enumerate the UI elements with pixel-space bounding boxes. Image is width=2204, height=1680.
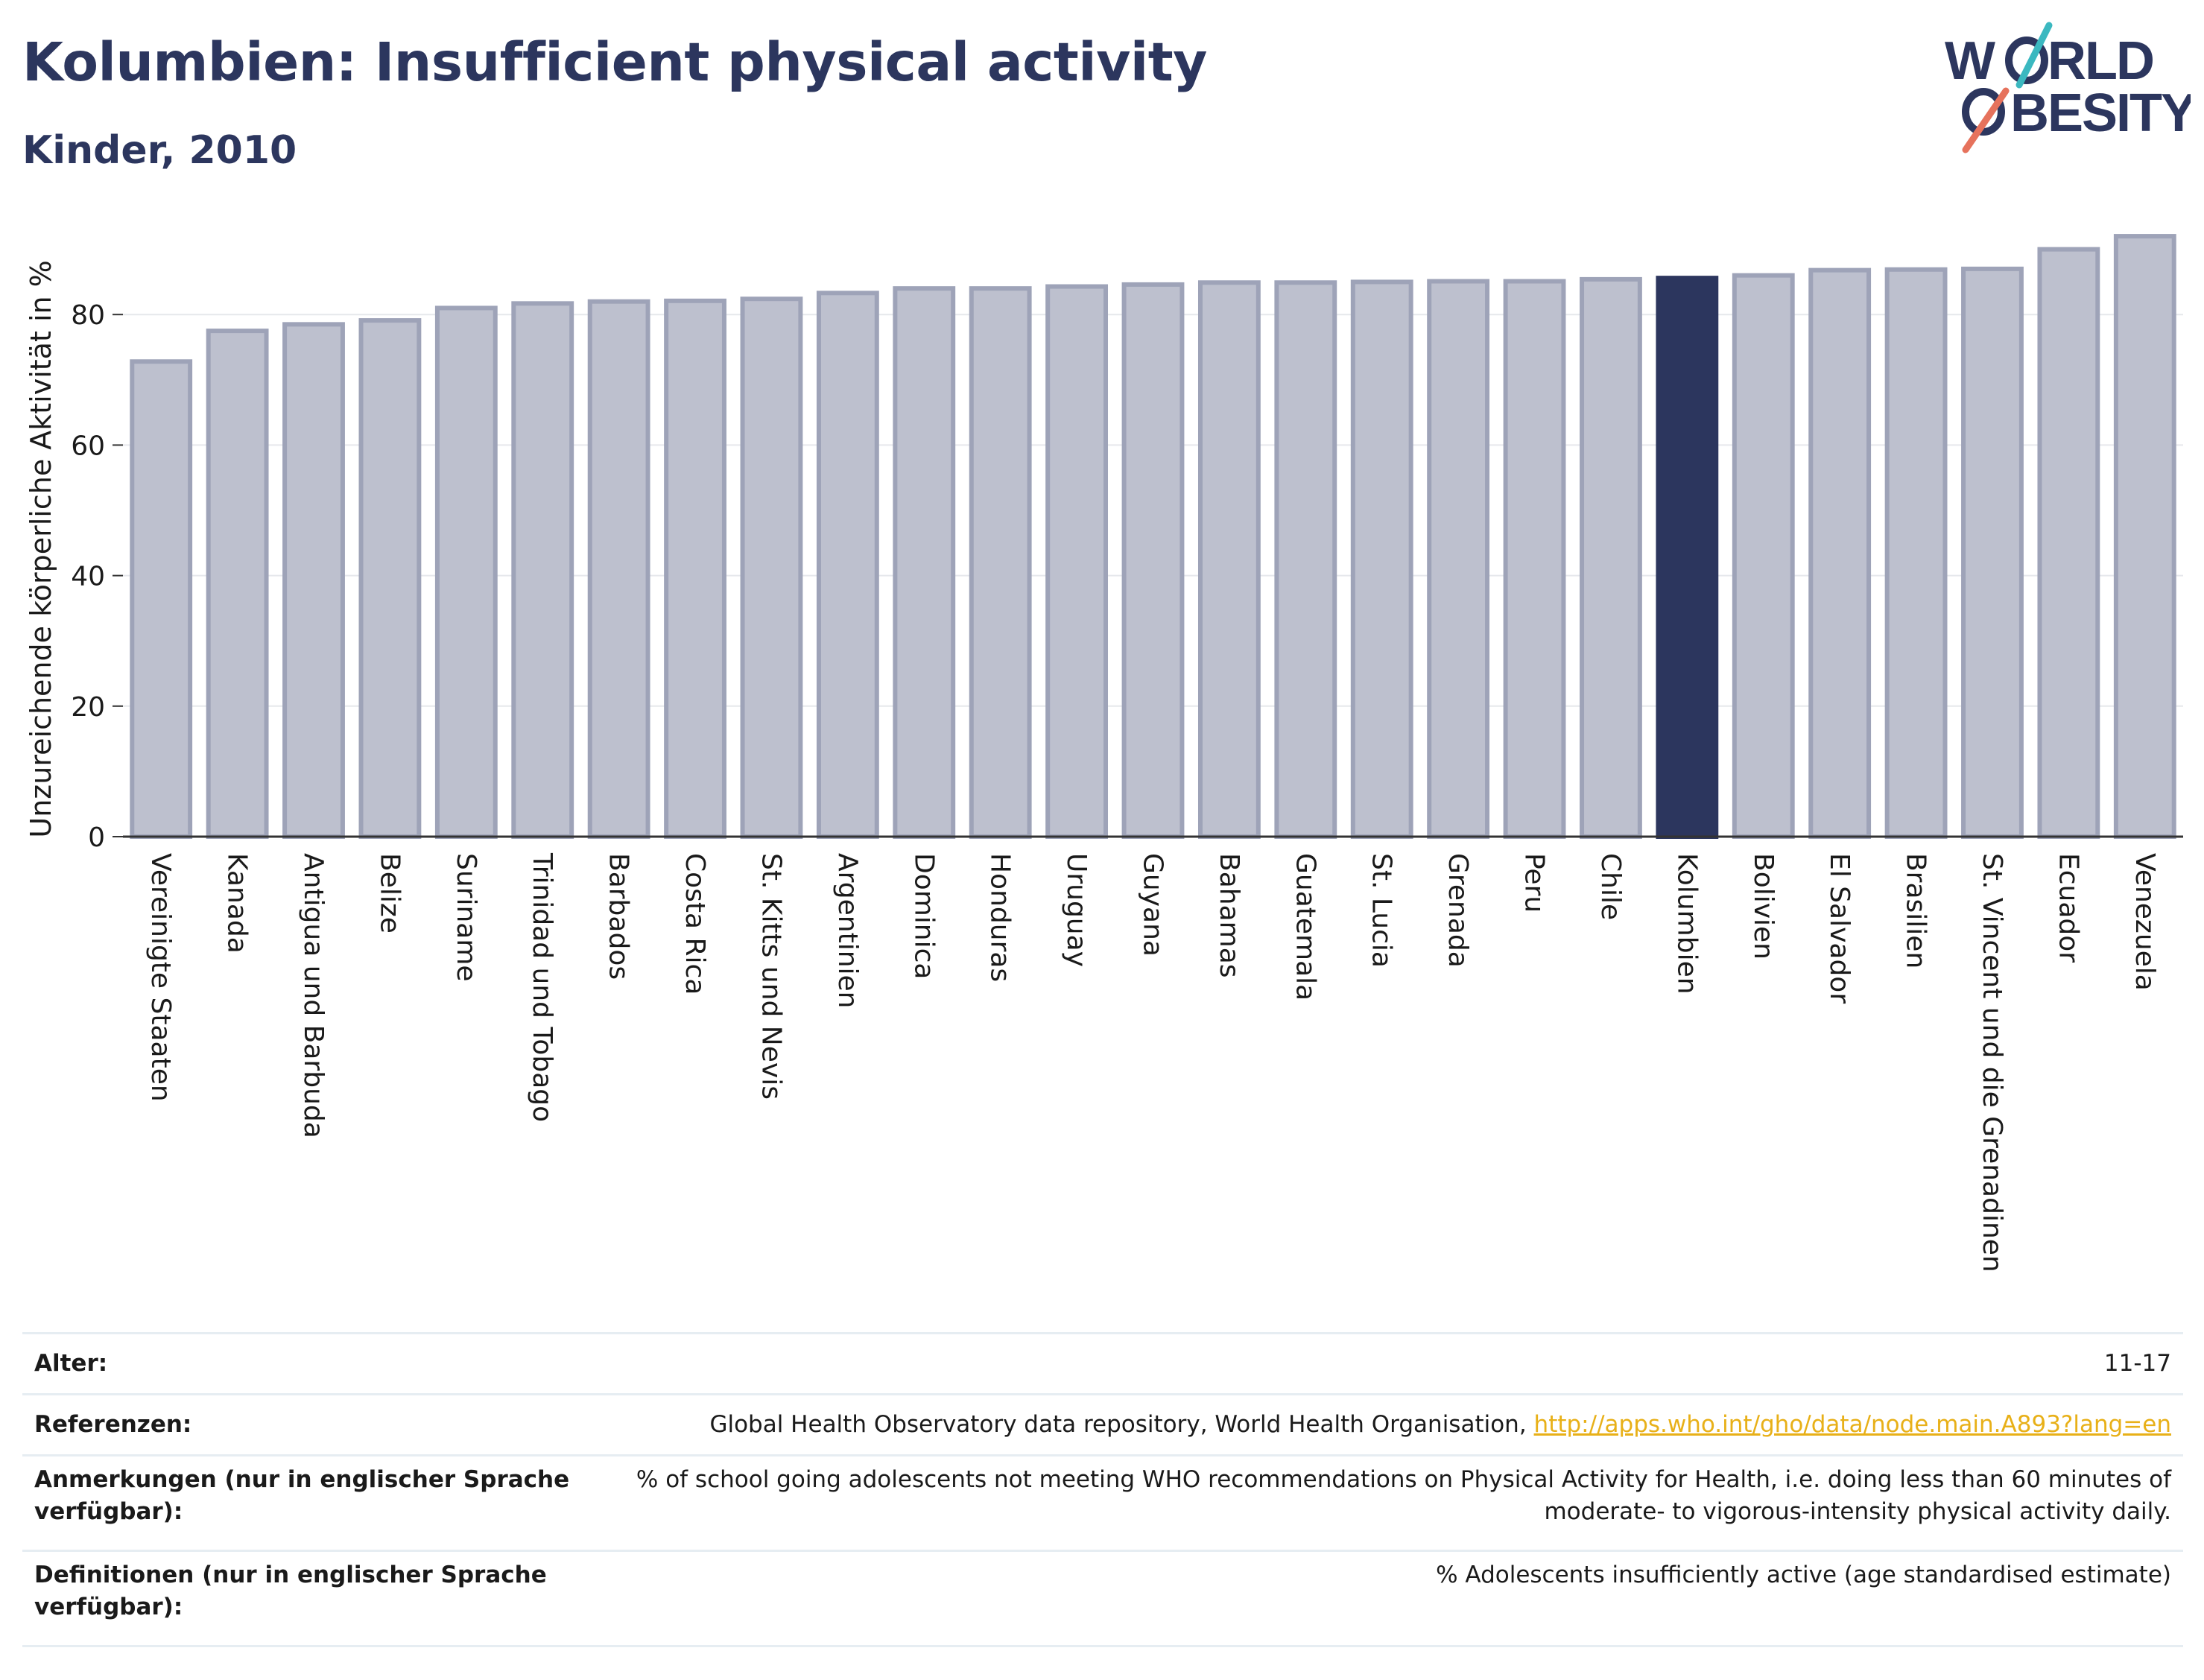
x-tick-label: Guatemala — [1290, 853, 1320, 1001]
x-tick-label: Vereinigte Staaten — [145, 853, 176, 1102]
bar — [1732, 273, 1795, 839]
x-tick-label: Venezuela — [2129, 853, 2160, 991]
logo-slash-teal — [2015, 22, 2053, 89]
x-tick-label: Kolumbien — [1671, 853, 1702, 995]
x-tick-label: Argentinien — [832, 853, 863, 1009]
logo-line-2: BESITY — [2010, 83, 2191, 143]
bar-layer — [130, 234, 2176, 840]
bar — [434, 305, 498, 839]
x-tick-label: Trinidad und Tobago — [527, 852, 557, 1122]
bar — [282, 322, 345, 839]
bar — [2113, 234, 2176, 839]
metadata-label: Definitionen (nur in englischer Sprache … — [34, 1562, 547, 1620]
bar — [1274, 280, 1337, 839]
bar-chart: 0 20 40 60 80 Vereinigte Staaten Kanada Antigua… — [25, 234, 2183, 1272]
y-tick-label: 20 — [71, 692, 105, 723]
x-tick-label: St. Lucia — [1367, 853, 1397, 968]
x-tick-label: El Salvador — [1824, 853, 1855, 1004]
metadata-value-text: Global Health Observatory data repositor… — [709, 1411, 1534, 1438]
x-tick-label: Costa Rica — [680, 853, 710, 995]
bar — [664, 298, 726, 839]
logo-o-1 — [2005, 37, 2048, 84]
x-tick-label: Honduras — [985, 853, 1016, 982]
bar — [130, 359, 193, 840]
y-axis-label: Unzureichende körperliche Aktivität in % — [25, 260, 57, 837]
x-tick-label: Grenada — [1443, 853, 1473, 968]
metadata-value-text: % of school going adolescents not meetin… — [636, 1466, 2171, 1525]
x-tick-label: Guyana — [1138, 853, 1168, 957]
bar — [1427, 279, 1490, 839]
bar — [1045, 284, 1109, 840]
metadata-value: Global Health Observatory data repositor… — [583, 1395, 2183, 1456]
bar — [1884, 267, 1948, 840]
x-tick-label: Suriname — [451, 853, 481, 982]
bar — [740, 297, 803, 839]
chart-title: Kolumbien: Insufficient physical activit… — [22, 31, 1207, 93]
logo-line-1: W — [1945, 31, 1995, 91]
bar — [1503, 279, 1566, 839]
x-tick-label: Barbados — [604, 853, 634, 980]
x-tick-label: Dominica — [908, 853, 939, 980]
logo-o-2 — [1962, 88, 2005, 136]
bar — [206, 329, 269, 840]
bar — [969, 286, 1032, 840]
metadata-label: Anmerkungen (nur in englischer Sprache v… — [34, 1466, 570, 1525]
bar-highlighted — [1656, 276, 1719, 840]
x-tick-label: Peru — [1519, 853, 1550, 913]
metadata-label: Referenzen: — [34, 1411, 192, 1438]
x-tick-label: Bolivien — [1748, 853, 1779, 960]
y-tick-label: 40 — [71, 562, 105, 592]
y-tick-label: 80 — [71, 300, 105, 331]
metadata-value: % Adolescents insufficiently active (age… — [583, 1551, 2183, 1646]
bar — [893, 286, 956, 840]
x-tick-label: St. Kitts und Nevis — [756, 853, 786, 1100]
metadata-value: 11-17 — [583, 1334, 2183, 1395]
bar — [587, 299, 650, 839]
logo-slash-coral — [1962, 87, 2010, 153]
bar — [511, 301, 574, 840]
bar — [2037, 247, 2100, 840]
bar — [358, 318, 422, 840]
chart-subtitle: Kinder, 2010 — [22, 128, 297, 173]
metadata-value-text: 11-17 — [2103, 1350, 2171, 1377]
bar — [1197, 280, 1261, 839]
x-tick-label: Kanada — [222, 853, 253, 954]
reference-link[interactable]: http://apps.who.int/gho/data/node.main.A… — [1533, 1411, 2171, 1438]
x-tick-label: Antigua und Barbuda — [298, 853, 329, 1138]
bar — [1121, 282, 1185, 839]
metadata-row: Alter: 11-17 — [22, 1333, 2183, 1395]
x-tick-label: Brasilien — [1901, 853, 1931, 969]
bar — [1580, 276, 1642, 839]
x-tick-label: St. Vincent und die Grenadinen — [1977, 853, 2007, 1272]
metadata-table: Alter: 11-17 Referenzen: Global Health Obse… — [22, 1332, 2183, 1647]
metadata-row: Definitionen (nur in englischer Sprache … — [22, 1550, 2183, 1646]
bar — [1961, 266, 2024, 839]
world-obesity-logo: W RLD BESITY — [1945, 22, 2191, 153]
x-tick-label: Bahamas — [1214, 853, 1244, 978]
metadata-label: Alter: — [34, 1350, 108, 1377]
bar — [1350, 279, 1413, 839]
metadata-value-text: % Adolescents insufficiently active (age… — [1436, 1562, 2171, 1588]
metadata-value: % of school going adolescents not meetin… — [583, 1456, 2183, 1551]
metadata-row: Anmerkungen (nur in englischer Sprache v… — [22, 1455, 2183, 1551]
x-tick-label: Belize — [374, 853, 405, 933]
bar — [1808, 267, 1872, 839]
x-tick-label: Ecuador — [2053, 853, 2083, 963]
x-tick-label: Chile — [1595, 853, 1626, 920]
metadata-row: Referenzen: Global Health Observatory dat… — [22, 1394, 2183, 1456]
y-tick-label: 0 — [88, 822, 105, 853]
bar — [816, 291, 879, 839]
axis-layer: 0 20 40 60 80 Vereinigte Staaten Kanada Antigua… — [71, 300, 2183, 1272]
x-tick-label: Uruguay — [1061, 853, 1092, 967]
y-tick-label: 60 — [71, 431, 105, 461]
logo-line-1b: RLD — [2048, 31, 2153, 91]
